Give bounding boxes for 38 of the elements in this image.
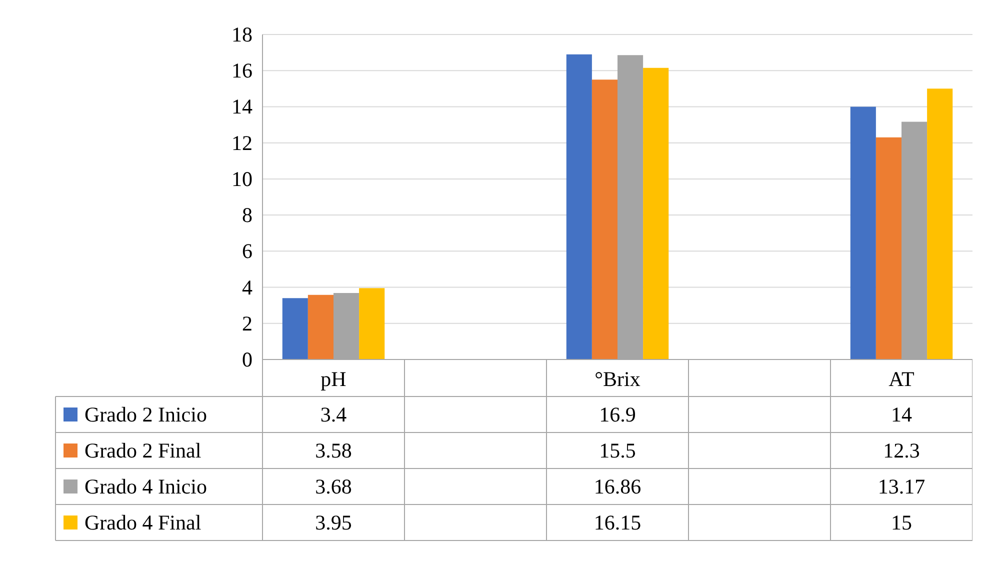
- data-label: 12.3: [883, 438, 920, 462]
- legend-label: Grado 4 Inicio: [84, 474, 207, 498]
- bar: [876, 137, 902, 360]
- bar: [927, 88, 953, 360]
- y-tick-label: 4: [242, 275, 253, 300]
- y-tick-label: 16: [232, 58, 252, 83]
- data-label: 3.95: [315, 510, 352, 534]
- data-label: 14: [891, 402, 912, 426]
- x-tick-label: °Brix: [594, 367, 641, 391]
- y-tick-label: 6: [242, 239, 252, 264]
- data-label: 3.58: [315, 438, 352, 462]
- data-label: 3.68: [315, 474, 352, 498]
- legend-label: Grado 2 Inicio: [84, 402, 207, 426]
- data-label: 15: [891, 510, 912, 534]
- x-tick-label: pH: [320, 367, 346, 391]
- data-label: 16.9: [599, 402, 636, 426]
- y-tick-label: 12: [232, 130, 252, 155]
- bar: [282, 298, 308, 360]
- bar: [359, 288, 385, 360]
- y-tick-label: 0: [242, 348, 252, 372]
- y-tick-label: 14: [232, 94, 253, 119]
- bar: [308, 294, 334, 360]
- y-tick-label: 10: [232, 166, 252, 191]
- y-tick-label: 2: [242, 311, 252, 336]
- bar: [643, 68, 669, 360]
- data-label: 16.15: [594, 510, 642, 534]
- legend-label: Grado 2 Final: [84, 438, 202, 462]
- bar: [592, 80, 618, 360]
- data-label: 15.5: [599, 438, 636, 462]
- data-label: 3.4: [320, 402, 348, 426]
- bar: [566, 54, 592, 360]
- y-tick-label: 8: [242, 203, 252, 228]
- data-label: 13.17: [878, 474, 926, 498]
- bar: [850, 106, 876, 360]
- x-tick-label: AT: [888, 367, 915, 391]
- data-label: 16.86: [594, 474, 642, 498]
- y-tick-label: 18: [232, 22, 252, 46]
- legend-label: Grado 4 Final: [84, 510, 202, 534]
